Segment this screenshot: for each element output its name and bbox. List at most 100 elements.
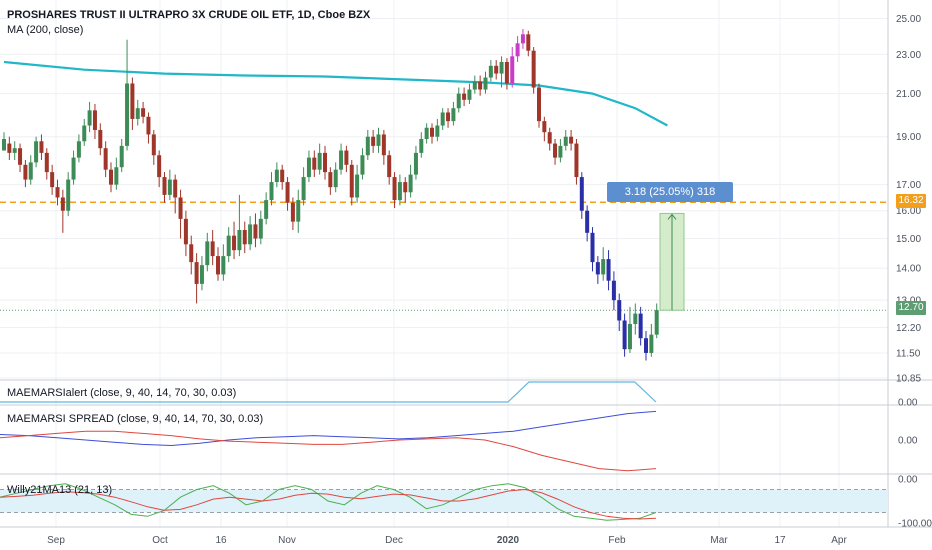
time-tick-label: Mar — [710, 535, 728, 546]
candle-body — [237, 229, 242, 251]
willy-pane-series — [0, 483, 888, 521]
candle-body — [60, 197, 65, 211]
candle-body — [274, 169, 279, 183]
candle-body — [520, 34, 525, 44]
candle-body — [430, 127, 434, 137]
candle-body — [499, 61, 504, 74]
candle-body — [92, 110, 97, 130]
candle-body — [285, 182, 290, 203]
candle-body — [210, 241, 215, 257]
candle-body — [312, 157, 317, 170]
candle-body — [547, 132, 552, 144]
candle-body — [413, 152, 418, 175]
alert-line — [0, 381, 657, 403]
price-tick-label: 14.00 — [896, 264, 921, 275]
price-tick-label: 11.50 — [896, 348, 921, 359]
candle-body — [606, 259, 611, 281]
candle-body — [574, 143, 579, 178]
candle-body — [344, 150, 349, 165]
candle-body — [531, 50, 536, 88]
candle-body — [387, 155, 392, 178]
candle-body — [301, 177, 306, 201]
candle-body — [23, 164, 28, 180]
candle-body — [579, 177, 584, 211]
candle-body — [76, 141, 81, 158]
candle-body — [296, 200, 301, 222]
candle-body — [622, 320, 627, 350]
candle-body — [87, 110, 92, 126]
candle-body — [39, 141, 44, 153]
pane-tick-label: 0.00 — [898, 475, 918, 486]
price-tick-label: 23.00 — [896, 50, 921, 61]
candle-body — [590, 232, 595, 263]
candle-body — [355, 174, 360, 198]
candle-body — [644, 338, 648, 353]
candle-body — [339, 150, 344, 170]
candle-body — [12, 148, 17, 153]
candle-body — [419, 138, 424, 153]
candle-body — [494, 65, 499, 74]
chart-title: PROSHARES TRUST II ULTRAPRO 3X CRUDE OIL… — [7, 9, 371, 21]
price-tick-label: 21.00 — [896, 89, 921, 100]
candle-body — [162, 177, 167, 195]
candle-body — [119, 145, 124, 168]
candle-body — [194, 262, 199, 284]
candle-body — [483, 77, 488, 90]
candle-body — [451, 108, 456, 122]
candle-body — [82, 125, 87, 142]
measure-tool[interactable] — [659, 212, 685, 311]
candle-body — [253, 224, 258, 239]
candle-body — [178, 197, 183, 219]
candle-body — [114, 167, 119, 185]
time-tick-label: Nov — [278, 535, 296, 546]
candle-body — [242, 229, 247, 245]
candle-body — [381, 134, 386, 156]
candle-body — [440, 112, 445, 126]
candle-body — [167, 179, 172, 195]
pane-tick-label: 0.00 — [898, 436, 918, 447]
willy-pane-label[interactable]: Willy21MA13 (21, 13) — [7, 484, 113, 496]
candle-body — [269, 182, 274, 201]
candle-body — [173, 179, 178, 198]
ma-indicator-label[interactable]: MA (200, close) — [7, 24, 84, 36]
candle-body — [585, 210, 590, 233]
candle-body — [71, 157, 76, 180]
ma-200-path — [3, 60, 668, 127]
candle-body — [478, 81, 483, 90]
candle-body — [654, 310, 659, 335]
time-tick-label: 2020 — [497, 535, 520, 546]
pane-tick-label: 0.00 — [898, 398, 918, 409]
candle-body — [526, 34, 531, 51]
candle-body — [125, 83, 130, 146]
measure-label: 3.18 (25.05%) 318 — [607, 182, 733, 202]
candle-body — [633, 313, 638, 324]
price-axis[interactable]: 25.00 23.00 21.00 19.00 17.00 16.00 15.00 14.00… — [896, 14, 932, 529]
current-price-badge: 12.70 — [896, 301, 926, 315]
candle-body — [371, 136, 376, 146]
candle-body — [403, 182, 408, 193]
candle-body — [232, 235, 237, 251]
candle-body — [28, 162, 33, 180]
candle-body — [349, 164, 354, 198]
candlestick-series — [2, 28, 659, 361]
candle-body — [34, 141, 39, 163]
spread-line-blue — [0, 410, 657, 447]
candle-body — [2, 138, 6, 151]
spread-pane-label[interactable]: MAEMARSI SPREAD (close, 9, 40, 14, 70, 3… — [7, 413, 264, 425]
candle-body — [462, 93, 467, 100]
candle-body — [216, 256, 220, 275]
candle-body — [280, 169, 285, 183]
alert-pane-series — [0, 381, 657, 403]
candle-body — [109, 169, 113, 185]
candle-body — [435, 125, 440, 137]
candle-body — [146, 116, 151, 135]
price-tick-label: 12.20 — [896, 323, 921, 334]
alert-pane-label[interactable]: MAEMARSIalert (close, 9, 40, 14, 70, 30,… — [7, 387, 237, 399]
time-tick-label: 16 — [215, 535, 227, 546]
candle-body — [472, 81, 477, 90]
candle-body — [66, 179, 71, 211]
time-axis[interactable]: Sep Oct 16 Nov Dec 2020 Feb Mar 17 Apr — [47, 535, 847, 546]
candle-body — [488, 65, 493, 78]
candle-body — [205, 241, 210, 266]
